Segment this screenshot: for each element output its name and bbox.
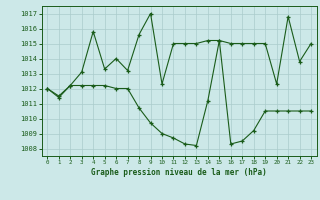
X-axis label: Graphe pression niveau de la mer (hPa): Graphe pression niveau de la mer (hPa) [91,168,267,177]
